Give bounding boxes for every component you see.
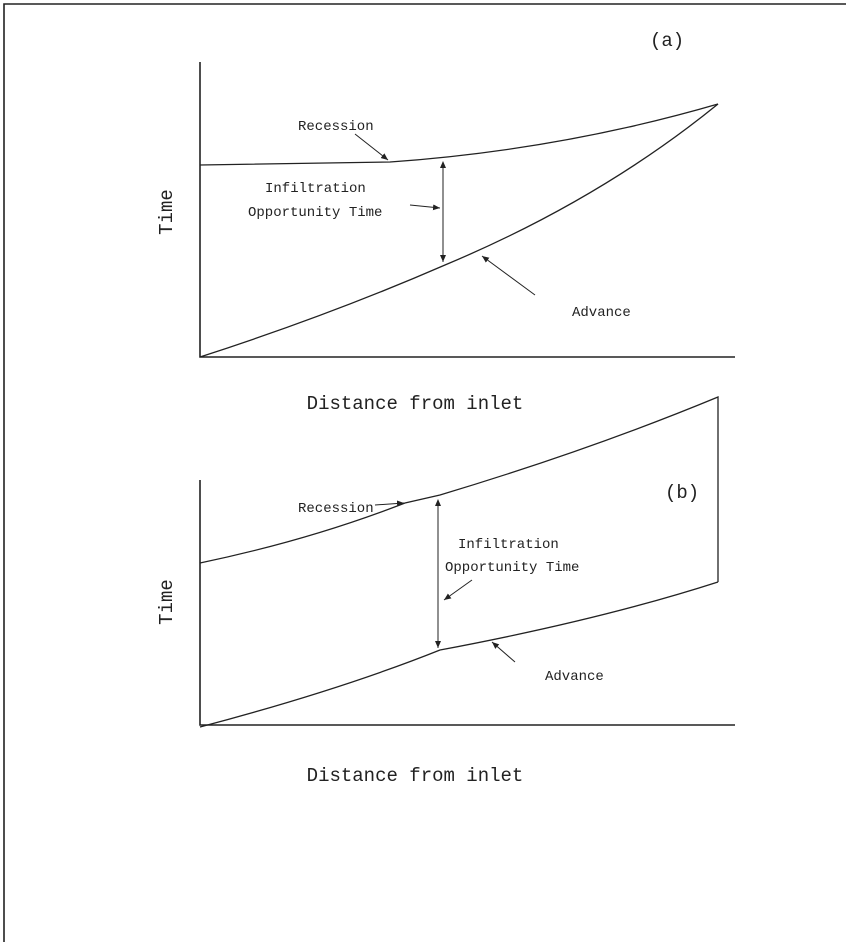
- frame: [3, 3, 846, 942]
- x-axis-label: Distance from inlet: [307, 393, 524, 415]
- iot-label: Opportunity Time: [445, 560, 579, 576]
- recession-curve: [199, 396, 719, 582]
- pointer: [354, 133, 389, 161]
- panel-label: (a): [650, 30, 684, 52]
- iot-label: Infiltration: [458, 537, 559, 553]
- pointer: [491, 641, 516, 663]
- pointer: [409, 204, 441, 211]
- panel-b: (b) Recession Infiltration Opportunity T…: [156, 396, 735, 787]
- advance-label: Advance: [572, 305, 631, 321]
- x-axis-label: Distance from inlet: [307, 765, 524, 787]
- pointer: [481, 255, 536, 296]
- advance-label: Advance: [545, 669, 604, 685]
- advance-curve: [199, 103, 719, 358]
- panel-a: (a) Recession Infiltration Opportunity T…: [156, 30, 735, 415]
- pointer: [374, 500, 405, 507]
- recession-curve: [199, 103, 719, 166]
- panel-label: (b): [665, 482, 699, 504]
- pointer: [443, 579, 473, 601]
- y-axis-label: Time: [156, 579, 178, 625]
- iot-label: Opportunity Time: [248, 205, 382, 221]
- advance-curve: [199, 581, 719, 728]
- recession-label: Recession: [298, 501, 374, 517]
- iot-label: Infiltration: [265, 181, 366, 197]
- y-axis-label: Time: [156, 189, 178, 235]
- recession-label: Recession: [298, 119, 374, 135]
- axes: [199, 480, 735, 726]
